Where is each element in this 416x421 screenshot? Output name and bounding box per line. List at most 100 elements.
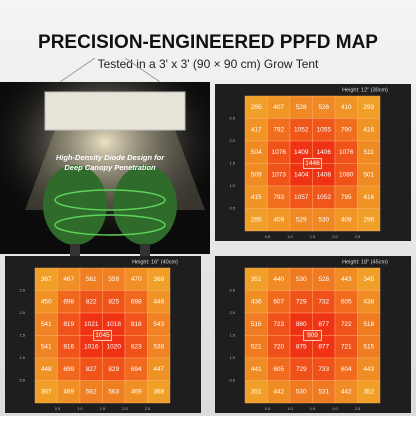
x-tick-label: 1.0 — [77, 406, 83, 411]
hanger — [124, 57, 161, 83]
cell-value: 541 — [41, 321, 52, 328]
pot — [140, 244, 150, 256]
cell-value: 501 — [363, 171, 374, 178]
cell-value: 296 — [363, 216, 374, 223]
cell-value: 819 — [63, 321, 74, 328]
cell-value: 438 — [363, 298, 374, 305]
cell-value: 407 — [273, 104, 284, 111]
cell-value: 816 — [63, 343, 74, 350]
title: PRECISION-ENGINEERED PPFD MAP — [38, 32, 378, 53]
cell-value: 698 — [63, 298, 74, 305]
x-tick-label: 2.0 — [332, 234, 338, 239]
cell-value: 720 — [273, 343, 284, 350]
cell-value: 504 — [251, 149, 262, 156]
x-tick-label: 0.5 — [265, 234, 271, 239]
cell-value: 729 — [296, 366, 307, 373]
cell-value: 607 — [273, 298, 284, 305]
cell-value: 790 — [341, 126, 352, 133]
heat-cell — [357, 380, 381, 404]
cell-value: 295 — [251, 104, 262, 111]
ring — [54, 214, 166, 236]
plant — [113, 165, 177, 245]
cell-value: 470 — [131, 276, 142, 283]
cell-value: 605 — [273, 366, 284, 373]
cell-value: 531 — [318, 388, 329, 395]
y-tick-label: 2.5 — [19, 288, 25, 293]
cell-value: 521 — [251, 343, 262, 350]
pot — [70, 244, 80, 256]
cell-value: 293 — [363, 104, 374, 111]
cell-value: 1404 — [294, 171, 309, 178]
cell-value: 530 — [296, 388, 307, 395]
cell-value: 530 — [318, 216, 329, 223]
y-tick-label: 1.5 — [229, 161, 235, 166]
cell-value: 563 — [108, 388, 119, 395]
cell-value: 467 — [63, 276, 74, 283]
cell-value: 722 — [341, 321, 352, 328]
cell-value: 530 — [296, 276, 307, 283]
cell-value: 559 — [108, 276, 119, 283]
cell-value: 825 — [108, 298, 119, 305]
cell-value: 1016 — [84, 343, 99, 350]
center-box — [93, 330, 112, 341]
cell-value: 877 — [318, 321, 329, 328]
center-value: 1446 — [305, 160, 320, 167]
plant — [43, 165, 107, 245]
x-tick-label: 0.5 — [265, 406, 271, 411]
y-tick-label: 2.0 — [229, 138, 235, 143]
x-tick-label: 0.5 — [55, 406, 61, 411]
y-tick-label: 1.5 — [19, 333, 25, 338]
center-value: 1045 — [95, 332, 110, 339]
cell-value: 447 — [153, 366, 164, 373]
cell-value: 367 — [41, 276, 52, 283]
x-tick-label: 2.5 — [355, 406, 361, 411]
cell-value: 529 — [296, 216, 307, 223]
cell-value: 880 — [296, 321, 307, 328]
y-tick-label: 0.5 — [229, 206, 235, 211]
lamp-panel — [44, 91, 186, 131]
y-tick-label: 2.5 — [229, 116, 235, 121]
cell-value: 449 — [153, 298, 164, 305]
cell-value: 795 — [341, 194, 352, 201]
caption-line: Deep Canopy Penetration — [64, 163, 156, 172]
cell-value: 792 — [273, 126, 284, 133]
cell-value: 538 — [153, 343, 164, 350]
cell-value: 443 — [341, 276, 352, 283]
cell-value: 436 — [251, 298, 262, 305]
cell-value: 368 — [153, 388, 164, 395]
cell-value: 442 — [341, 388, 352, 395]
cell-value: 352 — [363, 388, 374, 395]
cell-value: 1408 — [317, 171, 332, 178]
cell-value: 409 — [273, 216, 284, 223]
x-tick-label: 2.5 — [145, 406, 151, 411]
cell-value: 733 — [318, 366, 329, 373]
illustration: High-Density Diode Design for Deep Canop… — [0, 57, 210, 256]
cell-value: 1080 — [339, 171, 354, 178]
cell-value: 469 — [63, 388, 74, 395]
cell-value: 818 — [131, 321, 142, 328]
cell-value: 416 — [363, 126, 374, 133]
map-label: Height: 16'' (40cm) — [132, 259, 178, 265]
cell-value: 1073 — [272, 171, 287, 178]
cell-value: 351 — [251, 388, 262, 395]
cell-value: 367 — [41, 388, 52, 395]
cell-value: 1057 — [294, 194, 309, 201]
cell-value: 441 — [251, 366, 262, 373]
cell-value: 877 — [318, 343, 329, 350]
x-tick-label: 2.0 — [122, 406, 128, 411]
cell-value: 1076 — [339, 149, 354, 156]
cell-value: 443 — [363, 366, 374, 373]
cell-value: 543 — [153, 321, 164, 328]
map-label: Height: 12'' (30cm) — [342, 87, 388, 93]
cell-value: 698 — [131, 298, 142, 305]
y-tick-label: 1.0 — [229, 183, 235, 188]
x-tick-label: 2.5 — [355, 234, 361, 239]
y-tick-label: 2.0 — [229, 310, 235, 315]
cell-value: 1052 — [317, 194, 332, 201]
cell-value: 528 — [318, 276, 329, 283]
cell-value: 368 — [153, 276, 164, 283]
cell-value: 562 — [86, 388, 97, 395]
cell-value: 721 — [341, 343, 352, 350]
cell-value: 509 — [251, 171, 262, 178]
